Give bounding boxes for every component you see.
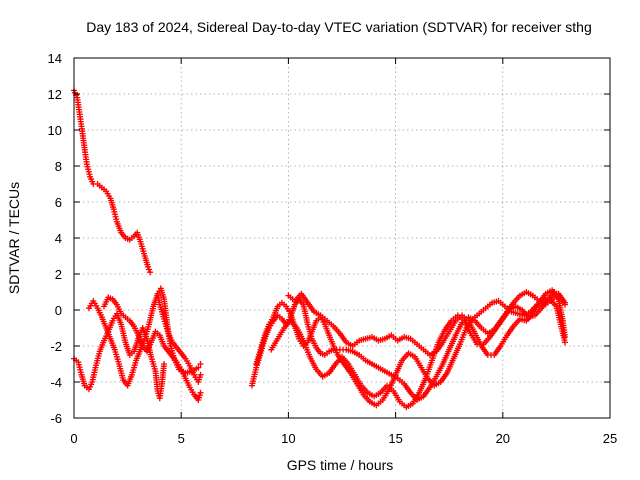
series-trace-a (71, 87, 154, 276)
series-trace-i (285, 287, 568, 358)
y-tick-label: 6 (55, 195, 62, 210)
y-tick-label: -2 (50, 339, 62, 354)
x-axis-label: GPS time / hours (287, 457, 394, 473)
data-point (195, 364, 202, 371)
x-tick-label: 0 (70, 431, 77, 446)
data-point (146, 266, 153, 273)
y-tick-label: 2 (55, 267, 62, 282)
series-trace-d (101, 294, 204, 403)
data-point (197, 371, 204, 378)
y-tick-label: 0 (55, 303, 62, 318)
series-trace-c (86, 285, 204, 389)
data-point (147, 269, 154, 276)
y-tick-label: 14 (48, 51, 62, 66)
y-tick-label: -4 (50, 375, 62, 390)
chart-title: Day 183 of 2024, Sidereal Day-to-day VTE… (86, 19, 592, 35)
y-tick-label: 10 (48, 123, 62, 138)
data-point (161, 361, 168, 367)
data-point (144, 263, 151, 270)
y-tick-label: -6 (50, 411, 62, 426)
y-axis-label: SDTVAR / TECUs (6, 182, 22, 294)
series-trace-e (154, 290, 204, 385)
data-point (197, 389, 204, 396)
data-point (197, 361, 204, 367)
x-tick-label: 20 (496, 431, 510, 446)
data-marks (71, 87, 568, 411)
x-tick-label: 5 (178, 431, 185, 446)
y-tick-label: 8 (55, 159, 62, 174)
data-point (561, 334, 568, 340)
x-tick-label: 15 (388, 431, 402, 446)
y-tick-label: 12 (48, 87, 62, 102)
series-trace-b (71, 310, 168, 402)
x-tick-label: 10 (281, 431, 295, 446)
data-point (561, 339, 568, 346)
axis-ticks: 0 5 10 15 20 25 -6 -4 -2 0 2 4 6 8 10 12 14 (48, 51, 618, 446)
data-point (561, 301, 568, 308)
y-tick-label: 4 (55, 231, 62, 246)
x-tick-label: 25 (603, 431, 617, 446)
